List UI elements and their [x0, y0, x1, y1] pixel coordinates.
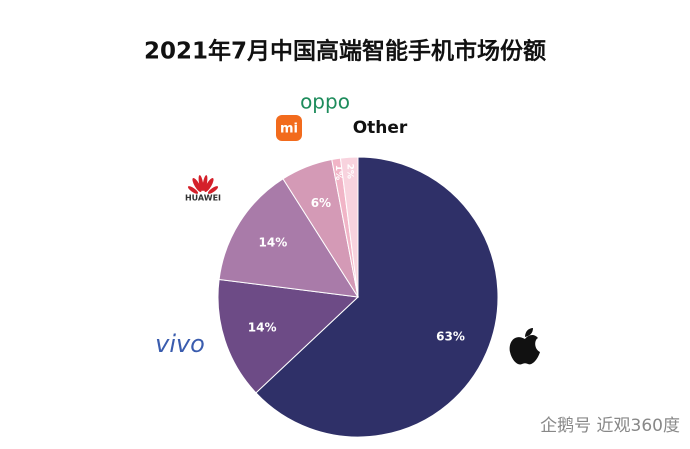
category-label: mi: [280, 122, 298, 137]
value-label: 14%: [248, 321, 277, 335]
category-label: HUAWEI: [185, 194, 221, 203]
category-label: Other: [353, 118, 408, 138]
watermark: 企鹅号 近观360度: [540, 416, 680, 436]
pie-slice: [339, 156, 359, 298]
pie-slice: [255, 156, 499, 438]
category-label: vivo: [155, 330, 205, 358]
value-label: 6%: [311, 196, 331, 210]
value-label: 2%: [345, 164, 355, 179]
category-label: oppo: [300, 90, 350, 114]
chart-title: 2021年7月中国高端智能手机市场份额: [144, 38, 546, 65]
pie: 63% 14% 14% 6% 1% 2%: [217, 156, 499, 438]
pie-slice: [218, 178, 359, 298]
apple-logo: [509, 328, 540, 365]
pie-slice: [217, 278, 360, 394]
value-label: 63%: [436, 330, 465, 344]
huawei-logo: [187, 175, 219, 194]
mi-logo-bg: [276, 115, 302, 141]
value-label: 14%: [259, 235, 288, 249]
value-label: 1%: [333, 165, 343, 180]
